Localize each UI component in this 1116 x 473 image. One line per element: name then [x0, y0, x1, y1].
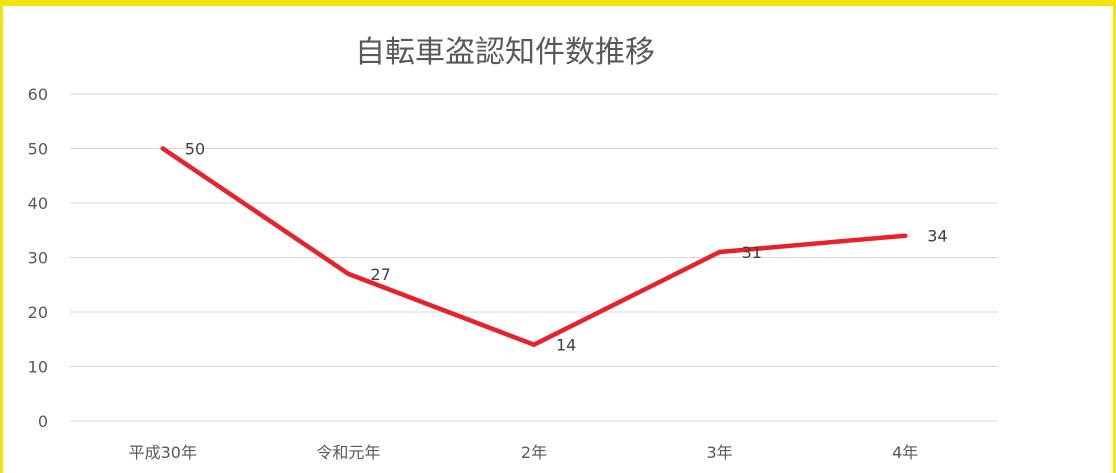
- y-tick-label: 30: [28, 249, 48, 268]
- data-label: 27: [370, 265, 390, 284]
- x-axis-ticks: 平成30年 令和元年 2年 3年 4年: [129, 443, 919, 462]
- data-label: 14: [556, 336, 576, 355]
- data-label: 34: [927, 227, 947, 246]
- y-tick-label: 10: [28, 358, 48, 377]
- x-tick-label: 令和元年: [316, 443, 380, 462]
- x-tick-label: 2年: [521, 443, 547, 462]
- data-label: 31: [742, 243, 762, 262]
- data-labels: 50 27 14 31 34: [185, 140, 948, 355]
- gridlines: [70, 93, 998, 422]
- x-tick-label: 4年: [892, 443, 918, 462]
- y-axis-ticks: 0 10 20 30 40 50 60: [28, 85, 48, 431]
- x-tick-label: 3年: [707, 443, 733, 462]
- data-point: [531, 342, 537, 347]
- series-group: [160, 146, 908, 347]
- data-point: [717, 249, 722, 255]
- y-tick-label: 60: [28, 85, 48, 104]
- y-tick-label: 40: [28, 194, 48, 213]
- data-point: [346, 271, 351, 277]
- chart-title: 自転車盗認知件数推移: [355, 35, 655, 70]
- series-line: [160, 146, 908, 347]
- y-tick-label: 50: [28, 140, 48, 159]
- y-tick-label: 20: [28, 303, 48, 322]
- data-point: [903, 233, 908, 238]
- x-tick-label: 平成30年: [129, 443, 197, 462]
- data-label: 50: [185, 140, 205, 159]
- data-point: [160, 146, 165, 151]
- y-tick-label: 0: [38, 412, 48, 431]
